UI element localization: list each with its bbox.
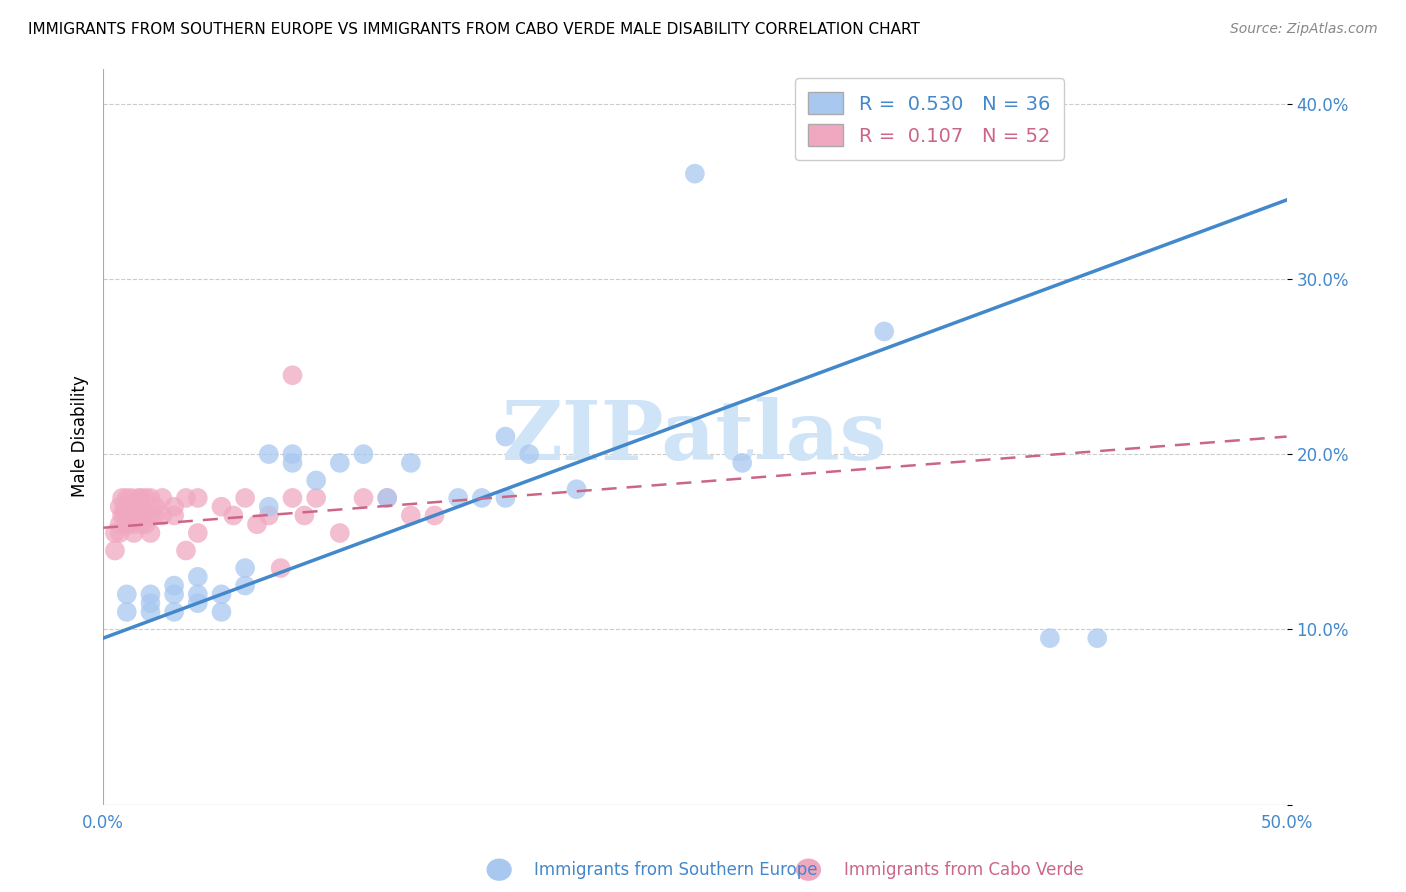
Point	[187, 587, 209, 601]
Point	[174, 543, 197, 558]
Point	[329, 456, 352, 470]
Point	[211, 605, 233, 619]
Point	[257, 508, 280, 523]
Point	[174, 491, 197, 505]
Point	[187, 526, 209, 541]
Point	[281, 368, 304, 383]
Point	[517, 447, 540, 461]
Point	[211, 587, 233, 601]
Point	[1085, 631, 1108, 645]
Point	[1039, 631, 1062, 645]
Text: IMMIGRANTS FROM SOUTHERN EUROPE VS IMMIGRANTS FROM CABO VERDE MALE DISABILITY CO: IMMIGRANTS FROM SOUTHERN EUROPE VS IMMIG…	[28, 22, 920, 37]
Point	[150, 491, 173, 505]
Point	[329, 526, 352, 541]
Point	[305, 474, 328, 488]
Point	[128, 508, 150, 523]
Point	[270, 561, 292, 575]
Point	[135, 517, 157, 532]
Point	[115, 605, 138, 619]
Point	[292, 508, 315, 523]
Point	[115, 517, 138, 532]
Point	[122, 526, 145, 541]
Point	[114, 508, 136, 523]
Point	[565, 482, 588, 496]
Point	[399, 508, 422, 523]
Point	[163, 500, 186, 514]
Point	[121, 491, 143, 505]
Point	[281, 456, 304, 470]
Point	[281, 491, 304, 505]
Point	[495, 429, 517, 443]
Point	[139, 491, 162, 505]
Point	[353, 491, 375, 505]
Point	[139, 508, 162, 523]
Point	[129, 517, 152, 532]
Point	[163, 587, 186, 601]
Text: Immigrants from Southern Europe: Immigrants from Southern Europe	[534, 861, 818, 879]
Point	[495, 491, 517, 505]
Point	[139, 605, 162, 619]
Point	[233, 561, 256, 575]
Point	[111, 508, 134, 523]
Point	[108, 517, 131, 532]
Point	[139, 596, 162, 610]
Point	[163, 578, 186, 592]
Point	[991, 96, 1014, 111]
Point	[399, 456, 422, 470]
Point	[139, 587, 162, 601]
Point	[375, 491, 398, 505]
Point	[143, 500, 166, 514]
Point	[108, 500, 131, 514]
Legend: R =  0.530   N = 36, R =  0.107   N = 52: R = 0.530 N = 36, R = 0.107 N = 52	[794, 78, 1064, 160]
Point	[132, 508, 155, 523]
Point	[128, 500, 150, 514]
Text: Source: ZipAtlas.com: Source: ZipAtlas.com	[1230, 22, 1378, 37]
Point	[211, 500, 233, 514]
Point	[423, 508, 446, 523]
Point	[353, 447, 375, 461]
Point	[163, 605, 186, 619]
Point	[104, 526, 127, 541]
Point	[111, 491, 134, 505]
Point	[115, 587, 138, 601]
Y-axis label: Male Disability: Male Disability	[72, 376, 89, 498]
Point	[128, 491, 150, 505]
Point	[122, 508, 145, 523]
Point	[683, 167, 706, 181]
Point	[114, 500, 136, 514]
Point	[447, 491, 470, 505]
Text: ZIPatlas: ZIPatlas	[502, 397, 887, 476]
Point	[108, 526, 131, 541]
Point	[257, 447, 280, 461]
Point	[187, 491, 209, 505]
Point	[305, 491, 328, 505]
Point	[104, 543, 127, 558]
Point	[873, 325, 896, 339]
Point	[731, 456, 754, 470]
Point	[187, 570, 209, 584]
Point	[135, 491, 157, 505]
Point	[121, 517, 143, 532]
Point	[150, 508, 173, 523]
Point	[222, 508, 245, 523]
Point	[281, 447, 304, 461]
Point	[246, 517, 269, 532]
Point	[143, 508, 166, 523]
Point	[139, 526, 162, 541]
Point	[233, 578, 256, 592]
Point	[471, 491, 494, 505]
Point	[375, 491, 398, 505]
Point	[233, 491, 256, 505]
Text: Immigrants from Cabo Verde: Immigrants from Cabo Verde	[844, 861, 1084, 879]
Point	[115, 491, 138, 505]
Point	[115, 508, 138, 523]
Point	[257, 500, 280, 514]
Point	[187, 596, 209, 610]
Point	[129, 491, 152, 505]
Point	[163, 508, 186, 523]
